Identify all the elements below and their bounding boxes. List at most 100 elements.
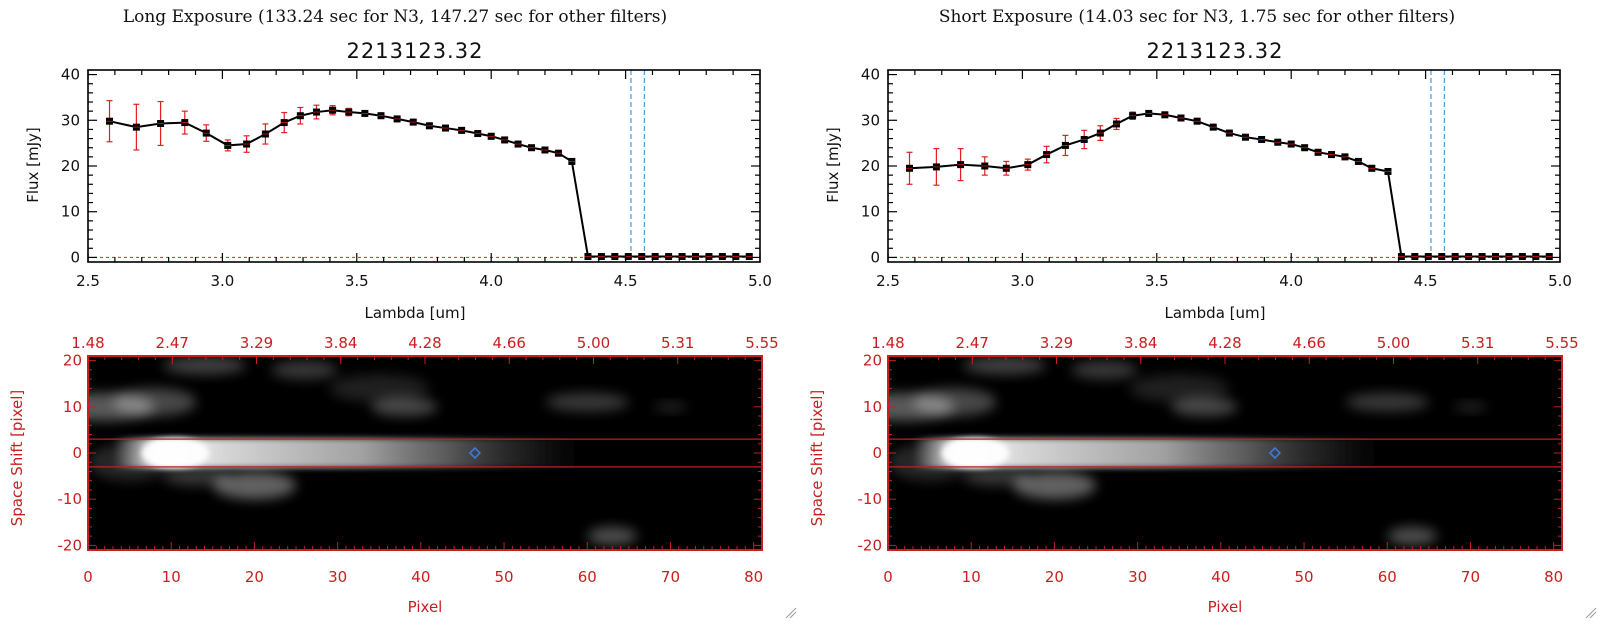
y-tick-label: 40 [61, 66, 80, 84]
x-axis-label: Lambda [um] [1165, 304, 1266, 322]
x-tick-label: 10 [962, 568, 981, 586]
resize-grip-icon[interactable] [1585, 607, 1597, 619]
noise-blob [162, 466, 230, 486]
noise-blob [1012, 471, 1097, 500]
x-tick-label: 80 [1544, 568, 1563, 586]
noise-blob [271, 360, 338, 380]
top-tick-label: 5.00 [1377, 334, 1410, 352]
noise-blob [912, 388, 997, 417]
y-tick-label: -20 [58, 536, 83, 554]
image-y-axis-label: Space Shift [pixel] [808, 390, 826, 527]
y-tick-label: 20 [861, 157, 880, 175]
x-tick-label: 70 [1461, 568, 1480, 586]
y-tick-label: 10 [63, 398, 82, 416]
y-tick-label: 0 [70, 248, 80, 266]
noise-blob [587, 526, 638, 546]
x-tick-label: 20 [1045, 568, 1064, 586]
noise-blob [545, 392, 629, 412]
panel-short-exposure: Short Exposure (14.03 sec for N3, 1.75 s… [808, 7, 1579, 616]
resize-grip-icon[interactable] [785, 607, 797, 619]
top-tick-label: 3.29 [1040, 334, 1073, 352]
x-tick-label: 3.0 [1010, 272, 1034, 290]
noise-blob [1170, 397, 1238, 417]
noise-blob [212, 471, 297, 500]
y-tick-label: 10 [861, 203, 880, 221]
noise-blob [112, 388, 197, 417]
x-tick-label: 40 [411, 568, 430, 586]
y-tick-label: -10 [58, 490, 83, 508]
top-tick-label: 5.55 [1545, 334, 1578, 352]
top-tick-label: 2.47 [156, 334, 189, 352]
top-tick-label: 4.66 [1293, 334, 1326, 352]
top-tick-label: 1.48 [871, 334, 904, 352]
top-tick-label: 2.47 [956, 334, 989, 352]
x-tick-label: 30 [328, 568, 347, 586]
source-peak [141, 438, 210, 468]
x-tick-label: 3.0 [210, 272, 234, 290]
noise-blob [370, 397, 438, 417]
y-axis-label: Flux [mJy] [824, 127, 842, 203]
y-tick-label: 10 [61, 203, 80, 221]
top-tick-label: 5.31 [1461, 334, 1494, 352]
y-tick-label: 20 [63, 352, 82, 370]
x-tick-label: 2.5 [876, 272, 900, 290]
noise-blob [653, 402, 688, 412]
x-axis-label: Lambda [um] [365, 304, 466, 322]
x-tick-label: 60 [1378, 568, 1397, 586]
noise-blob [1387, 526, 1438, 546]
x-tick-label: 40 [1211, 568, 1230, 586]
spectrum-plot: 2.5 3.0 3.5 4.0 4.5 5.0 0 10 20 30 40 [861, 66, 1572, 290]
noise-blob [162, 356, 247, 375]
noise-blob [1453, 402, 1488, 412]
x-tick-label: 5.0 [1548, 272, 1572, 290]
top-tick-label: 3.84 [324, 334, 357, 352]
top-tick-label: 4.28 [1208, 334, 1241, 352]
cutoff-marker [468, 446, 482, 460]
noise-blob [1345, 392, 1429, 412]
plot-frame [87, 69, 761, 263]
cutoff-marker [1268, 446, 1282, 460]
exposure-title: Long Exposure (133.24 sec for N3, 147.27… [123, 7, 667, 27]
x-tick-label: 80 [744, 568, 763, 586]
y-tick-label: -10 [858, 490, 883, 508]
noise-blob [329, 374, 430, 403]
noise-blob [962, 356, 1047, 375]
y-tick-label: 20 [61, 157, 80, 175]
y-tick-label: -20 [858, 536, 883, 554]
top-tick-label: 4.28 [408, 334, 441, 352]
x-tick-label: 10 [162, 568, 181, 586]
y-tick-label: 30 [861, 111, 880, 129]
top-tick-label: 5.31 [661, 334, 694, 352]
x-tick-label: 3.5 [1145, 272, 1169, 290]
x-tick-label: 4.0 [479, 272, 503, 290]
top-tick-label: 3.29 [240, 334, 273, 352]
y-tick-label: 20 [863, 352, 882, 370]
top-tick-label: 4.66 [493, 334, 526, 352]
top-tick-label: 3.84 [1124, 334, 1157, 352]
x-tick-label: 20 [245, 568, 264, 586]
spectral-image: 0 10 20 30 40 50 60 70 80 1.48 2.47 3.29 3.84 4.28 4.6… [854, 334, 1579, 586]
top-tick-label: 5.00 [577, 334, 610, 352]
x-tick-label: 50 [1295, 568, 1314, 586]
noise-blob [1129, 374, 1230, 403]
y-axis-label: Flux [mJy] [24, 127, 42, 203]
image-x-axis-label: Pixel [408, 598, 443, 616]
top-tick-label: 1.48 [71, 334, 104, 352]
x-tick-label: 5.0 [748, 272, 772, 290]
x-tick-label: 3.5 [345, 272, 369, 290]
x-tick-label: 4.0 [1279, 272, 1303, 290]
y-tick-label: 30 [61, 111, 80, 129]
x-tick-label: 4.5 [1414, 272, 1438, 290]
x-tick-label: 60 [578, 568, 597, 586]
y-tick-label: 0 [72, 444, 82, 462]
spectral-image: 0 10 20 30 40 50 60 70 80 1.48 2.47 3.29 3.84 4.28 4.6… [54, 334, 779, 586]
source-peak [941, 438, 1010, 468]
x-tick-label: 0 [83, 568, 93, 586]
noise-blob [1071, 360, 1138, 380]
y-tick-label: 40 [861, 66, 880, 84]
x-tick-label: 4.5 [614, 272, 638, 290]
image-y-axis-label: Space Shift [pixel] [8, 390, 26, 527]
object-title: 2213123.32 [1147, 39, 1284, 63]
x-tick-label: 30 [1128, 568, 1147, 586]
